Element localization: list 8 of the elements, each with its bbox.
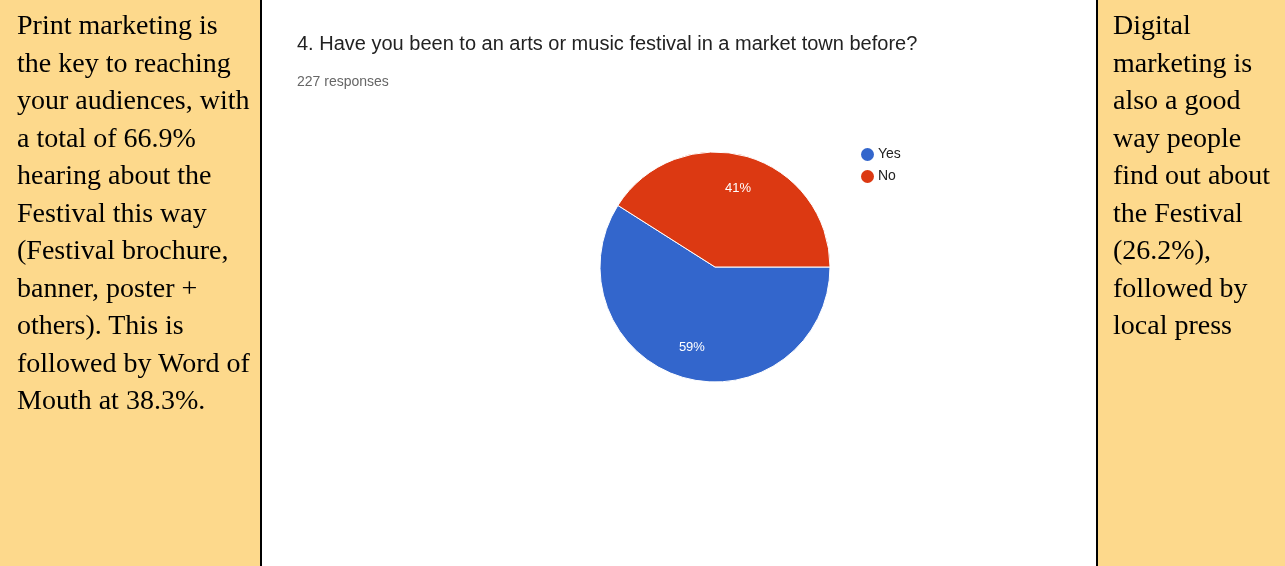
text: 227 responses xyxy=(297,73,389,89)
chart-title: 4. Have you been to an arts or music festival in a market town before? xyxy=(297,32,918,55)
data-label: 59% xyxy=(678,339,706,355)
text: Print marketing is the key to reaching your audiences, with a total of 66.9% hearing about the Festival this way (Festival brochure, banner, poster + others). This is followed by Word of Mouth at 38.3%. xyxy=(17,9,250,415)
legend-label: No xyxy=(878,167,896,183)
legend-label: Yes xyxy=(878,145,901,161)
data-label: 41% xyxy=(725,179,752,195)
text: Digital marketing is also a good way people find out about the Festival (26.2%), followed by local press xyxy=(1113,9,1271,340)
